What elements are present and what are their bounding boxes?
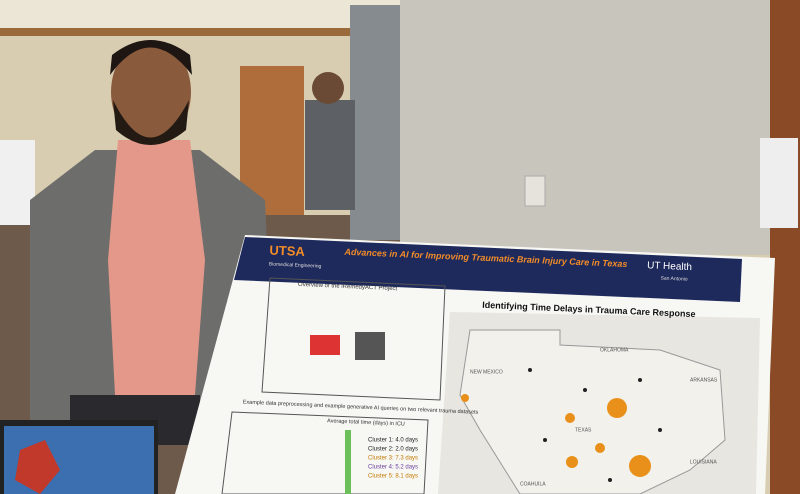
map-point: [543, 438, 547, 442]
map-point: [658, 428, 662, 432]
map-point: [461, 394, 469, 402]
beard: [113, 100, 189, 145]
poster-header: [234, 237, 742, 302]
right-wall: [770, 0, 800, 494]
department: Biomedical Engineering: [269, 261, 322, 269]
map-labels: NEW MEXICO OKLAHOMA ARKANSAS TEXAS LOUISIANA…: [470, 347, 718, 487]
texas-shape: [459, 329, 726, 494]
person-bg: [0, 140, 35, 225]
map-label: TEXAS: [575, 427, 592, 433]
cluster-label: Cluster 4: 5.2 days: [368, 465, 418, 471]
overview-title: Overview of the iRemedyACT Project: [298, 282, 398, 292]
map-label: LOUISIANA: [690, 459, 717, 465]
map-point: [638, 378, 642, 382]
map-point: [583, 388, 587, 392]
map-point: [608, 478, 612, 482]
overview-figure: [310, 335, 340, 355]
map-label: COAHUILA: [520, 481, 546, 487]
cluster-label: Cluster 1: 4.0 days: [368, 438, 418, 444]
overview-figure: [355, 332, 385, 360]
map-label: OKLAHOMA: [600, 347, 629, 353]
pillar: [350, 5, 400, 240]
map-label: ARKANSAS: [690, 377, 718, 383]
cluster-list: Cluster 1: 4.0 days Cluster 2: 2.0 days Cl…: [368, 438, 418, 480]
cluster-label: Cluster 3: 7.3 days: [368, 456, 418, 462]
map-point: [629, 455, 651, 477]
logo: UTSA: [269, 243, 306, 260]
map-points: [461, 368, 662, 482]
board: [760, 138, 798, 228]
colorbar: [345, 430, 351, 494]
map-point: [528, 368, 532, 372]
chart-title: Average total time (days) in ICU: [327, 418, 405, 427]
shirt: [108, 140, 205, 395]
person-head: [312, 72, 344, 104]
overview-panel: [261, 277, 446, 401]
map-point: [595, 443, 605, 453]
outlet: [524, 175, 546, 207]
trim: [0, 28, 400, 36]
ceiling: [0, 0, 400, 28]
partner: UT Health: [647, 260, 692, 273]
person-bg: [305, 100, 355, 210]
hair: [110, 40, 192, 75]
cluster-label: Cluster 5: 8.1 days: [368, 474, 418, 480]
map-label: NEW MEXICO: [470, 369, 503, 375]
map-point: [607, 398, 627, 418]
face: [111, 40, 191, 144]
screen-map: [15, 440, 60, 494]
column: [400, 0, 770, 255]
cluster-label: Cluster 2: 2.0 days: [368, 447, 418, 453]
partner-sub: San Antonio: [660, 275, 687, 282]
map-point: [565, 413, 575, 423]
map-point: [566, 456, 578, 468]
queries-panel: [221, 411, 429, 494]
